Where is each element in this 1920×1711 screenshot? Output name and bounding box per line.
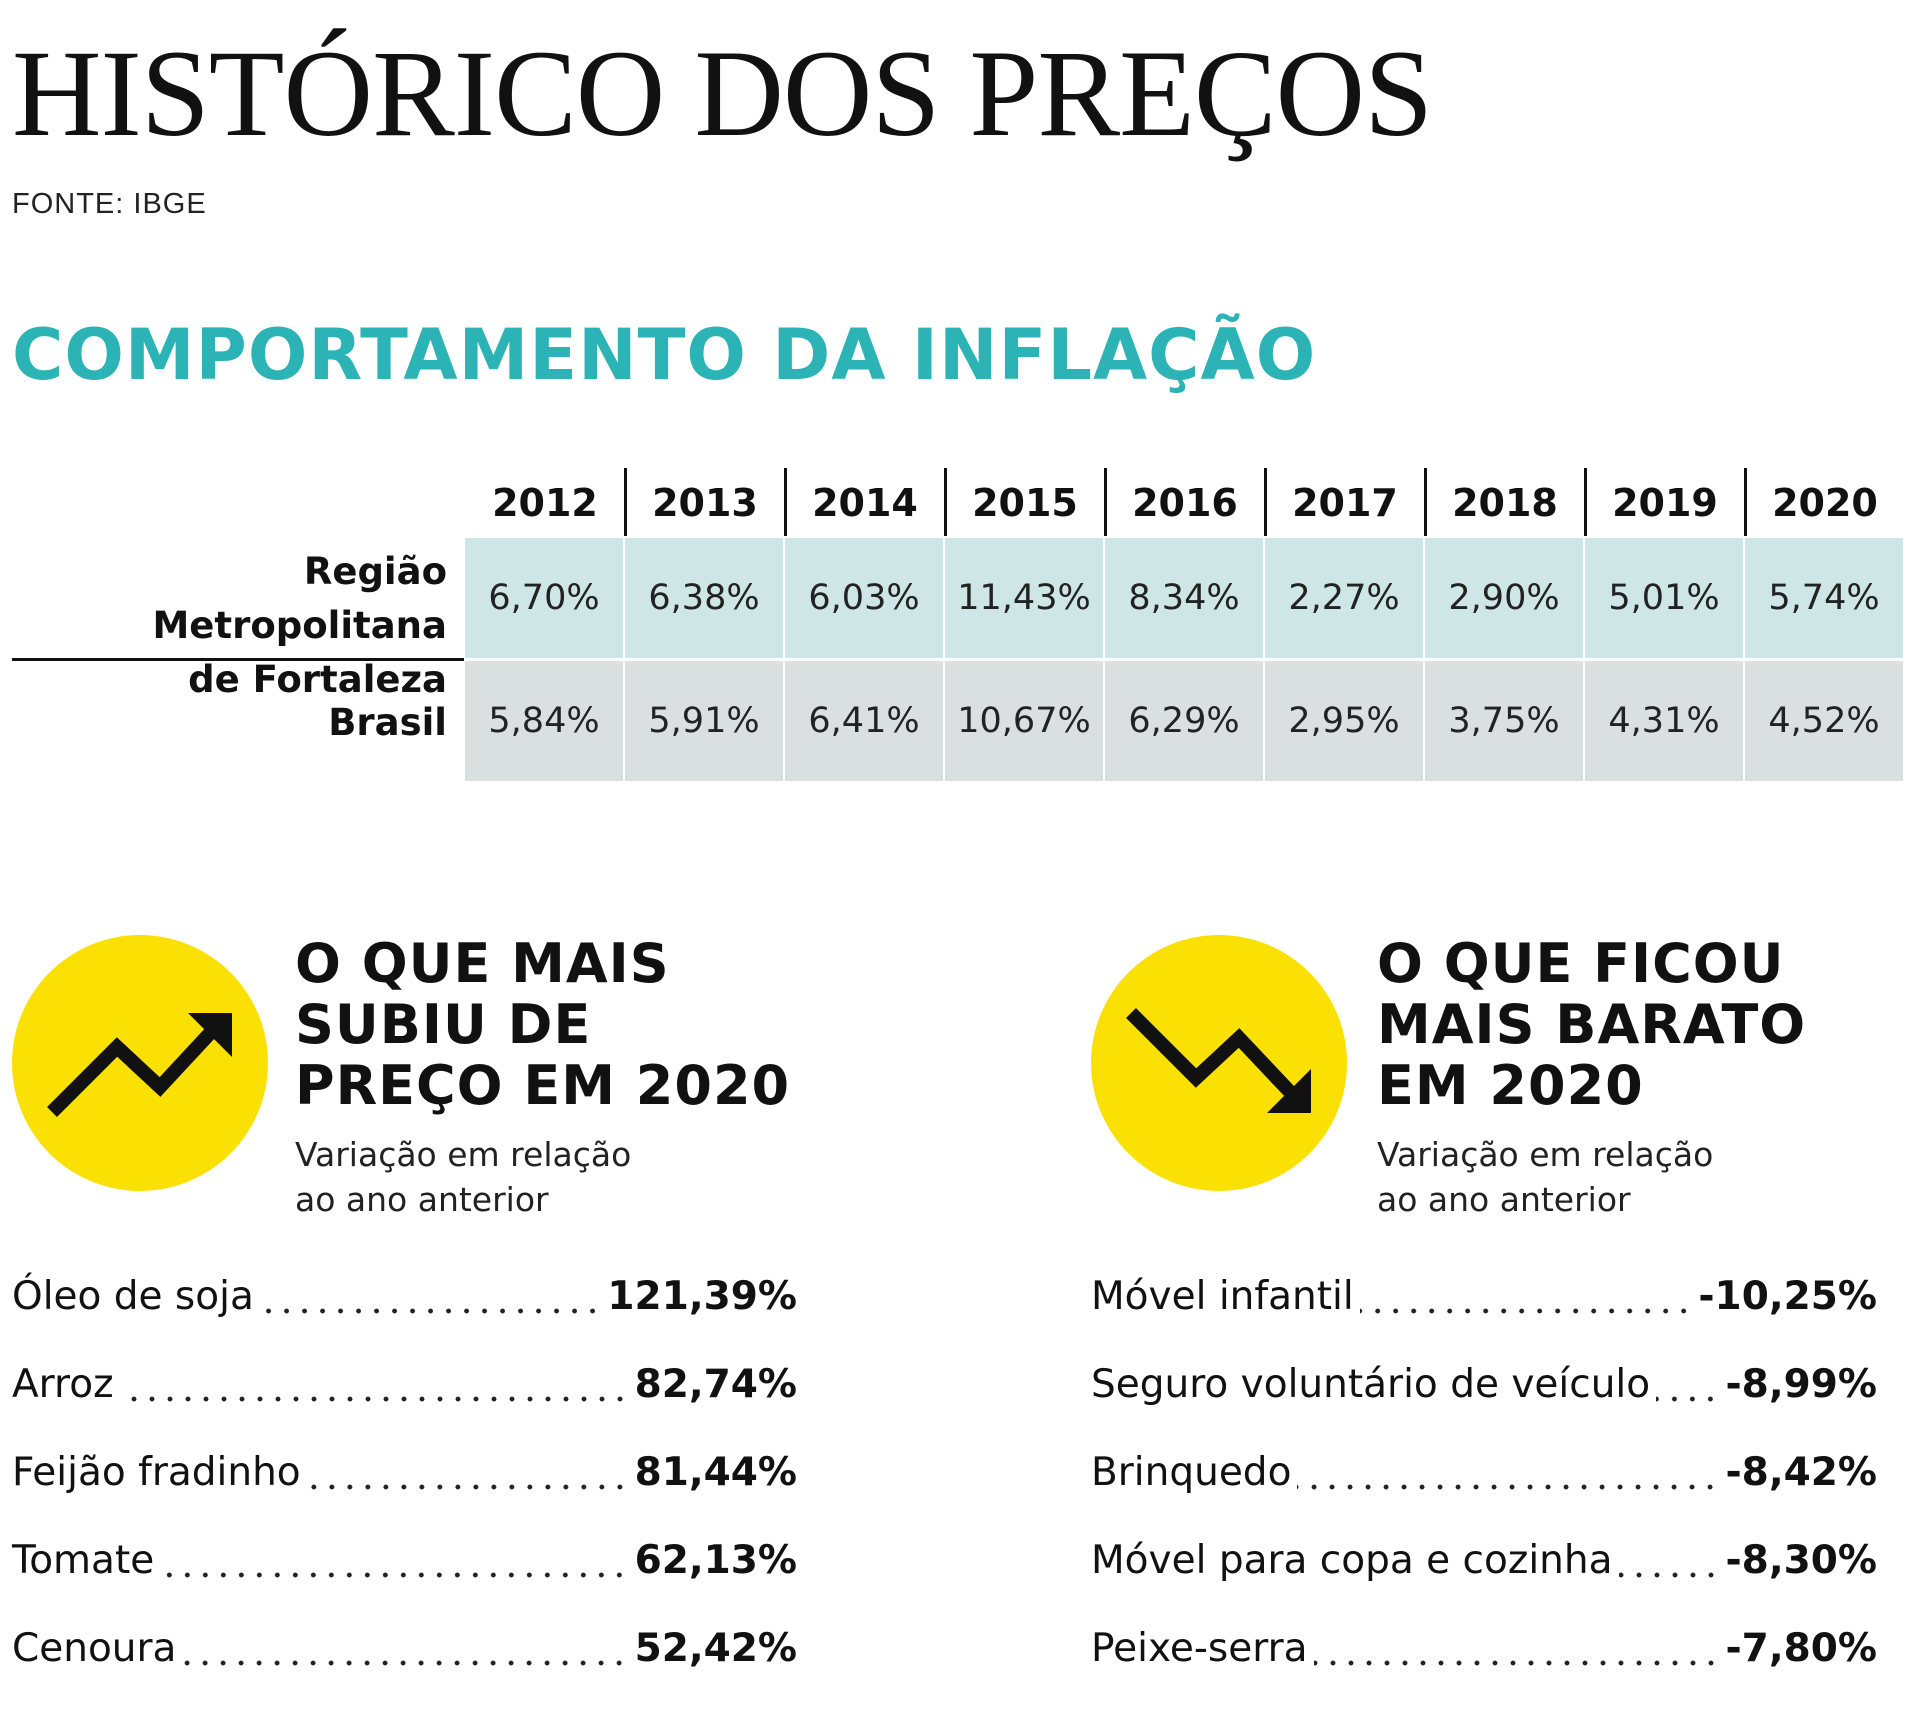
row-divider — [12, 658, 464, 661]
decrease-block-subtitle: Variação em relação ao ano anterior — [1377, 1135, 1714, 1219]
item-value: -8,42% — [1725, 1449, 1878, 1495]
item-name: Tomate — [12, 1537, 155, 1583]
list-item: Peixe-serra -7,80% — [1091, 1618, 1877, 1678]
dot-leader — [1359, 1308, 1693, 1314]
decrease-block-title: O QUE FICOU MAIS BARATO EM 2020 — [1377, 932, 1807, 1117]
item-value: 121,39% — [607, 1273, 797, 1319]
table-cell: 6,41% — [785, 661, 943, 781]
table-cell: 10,67% — [945, 661, 1103, 781]
item-name: Cenoura — [12, 1625, 177, 1671]
column-divider — [1584, 468, 1587, 536]
inflation-table: 2012 2013 2014 2015 2016 2017 2018 2019 … — [0, 0, 1920, 800]
item-value: -8,30% — [1725, 1537, 1878, 1583]
table-cell: 2,90% — [1425, 538, 1583, 658]
list-item: Tomate 62,13% — [12, 1530, 797, 1590]
list-item: Arroz 82,74% — [12, 1354, 797, 1414]
source-note: FONTE: IBGE — [12, 188, 207, 220]
table-cell: 4,31% — [1585, 661, 1743, 781]
list-item: Feijão fradinho 81,44% — [12, 1442, 797, 1502]
item-value: 82,74% — [634, 1361, 797, 1407]
trend-up-badge — [12, 935, 268, 1191]
list-item: Brinquedo -8,42% — [1091, 1442, 1877, 1502]
row-label-brasil: Brasil — [328, 701, 447, 744]
item-value: 81,44% — [634, 1449, 797, 1495]
column-header: 2014 — [812, 481, 918, 525]
item-value: -7,80% — [1725, 1625, 1878, 1671]
table-cell: 6,03% — [785, 538, 943, 658]
item-value: 52,42% — [634, 1625, 797, 1671]
table-cell: 11,43% — [945, 538, 1103, 658]
table-cell: 6,29% — [1105, 661, 1263, 781]
dot-leader — [182, 1660, 629, 1666]
item-value: 62,13% — [634, 1537, 797, 1583]
increase-block-title: O QUE MAIS SUBIU DE PREÇO EM 2020 — [295, 932, 791, 1117]
table-cell: 4,52% — [1745, 661, 1903, 781]
increase-block-subtitle: Variação em relação ao ano anterior — [295, 1135, 632, 1219]
dot-leader — [306, 1484, 629, 1490]
column-divider — [1264, 468, 1267, 536]
item-name: Seguro voluntário de veículo — [1091, 1361, 1651, 1407]
column-header: 2020 — [1772, 481, 1878, 525]
table-cell: 5,01% — [1585, 538, 1743, 658]
column-divider — [1104, 468, 1107, 536]
item-name: Brinquedo — [1091, 1449, 1292, 1495]
inflation-table-title: COMPORTAMENTO DA INFLAÇÃO — [12, 314, 1317, 396]
item-name: Móvel infantil — [1091, 1273, 1354, 1319]
column-divider — [1424, 468, 1427, 536]
item-name: Peixe-serra — [1091, 1625, 1308, 1671]
table-cell: 5,74% — [1745, 538, 1903, 658]
item-name: Óleo de soja — [12, 1273, 254, 1319]
column-header: 2013 — [652, 481, 758, 525]
table-cell: 6,38% — [625, 538, 783, 658]
row-label-fortaleza: Região Metropolitana de Fortaleza — [152, 550, 447, 701]
dot-leader — [1656, 1396, 1720, 1402]
trend-down-badge — [1091, 935, 1347, 1191]
list-item: Óleo de soja 121,39% — [12, 1266, 797, 1326]
dot-leader — [160, 1572, 629, 1578]
column-divider — [624, 468, 627, 536]
trend-up-icon — [47, 1013, 232, 1117]
table-cell: 5,91% — [625, 661, 783, 781]
column-divider — [944, 468, 947, 536]
increase-list: Óleo de soja 121,39% Arroz 82,74% Feijão… — [12, 1266, 797, 1678]
item-name: Arroz — [12, 1361, 114, 1407]
column-divider — [784, 468, 787, 536]
list-item: Móvel para copa e cozinha -8,30% — [1091, 1530, 1877, 1590]
dot-leader — [1297, 1484, 1720, 1490]
item-value: -8,99% — [1725, 1361, 1878, 1407]
table-cell: 2,95% — [1265, 661, 1423, 781]
dot-leader — [259, 1308, 602, 1314]
list-item: Móvel infantil -10,25% — [1091, 1266, 1877, 1326]
column-header: 2019 — [1612, 481, 1718, 525]
table-cell: 8,34% — [1105, 538, 1263, 658]
decrease-list: Móvel infantil -10,25% Seguro voluntário… — [1091, 1266, 1877, 1678]
item-name: Móvel para copa e cozinha — [1091, 1537, 1613, 1583]
table-cell: 6,70% — [465, 538, 623, 658]
list-item: Seguro voluntário de veículo -8,99% — [1091, 1354, 1877, 1414]
column-header: 2012 — [492, 481, 598, 525]
column-header: 2015 — [972, 481, 1078, 525]
page-title: HISTÓRICO DOS PREÇOS — [12, 25, 1433, 162]
column-header: 2016 — [1132, 481, 1238, 525]
column-header: 2017 — [1292, 481, 1398, 525]
dot-leader — [119, 1396, 629, 1402]
item-value: -10,25% — [1698, 1273, 1877, 1319]
column-header: 2018 — [1452, 481, 1558, 525]
item-name: Feijão fradinho — [12, 1449, 301, 1495]
list-item: Cenoura 52,42% — [12, 1618, 797, 1678]
table-cell: 5,84% — [465, 661, 623, 781]
trend-down-icon — [1126, 1008, 1311, 1113]
dot-leader — [1618, 1572, 1720, 1578]
column-divider — [1744, 468, 1747, 536]
dot-leader — [1313, 1660, 1720, 1666]
table-cell: 3,75% — [1425, 661, 1583, 781]
table-cell: 2,27% — [1265, 538, 1423, 658]
